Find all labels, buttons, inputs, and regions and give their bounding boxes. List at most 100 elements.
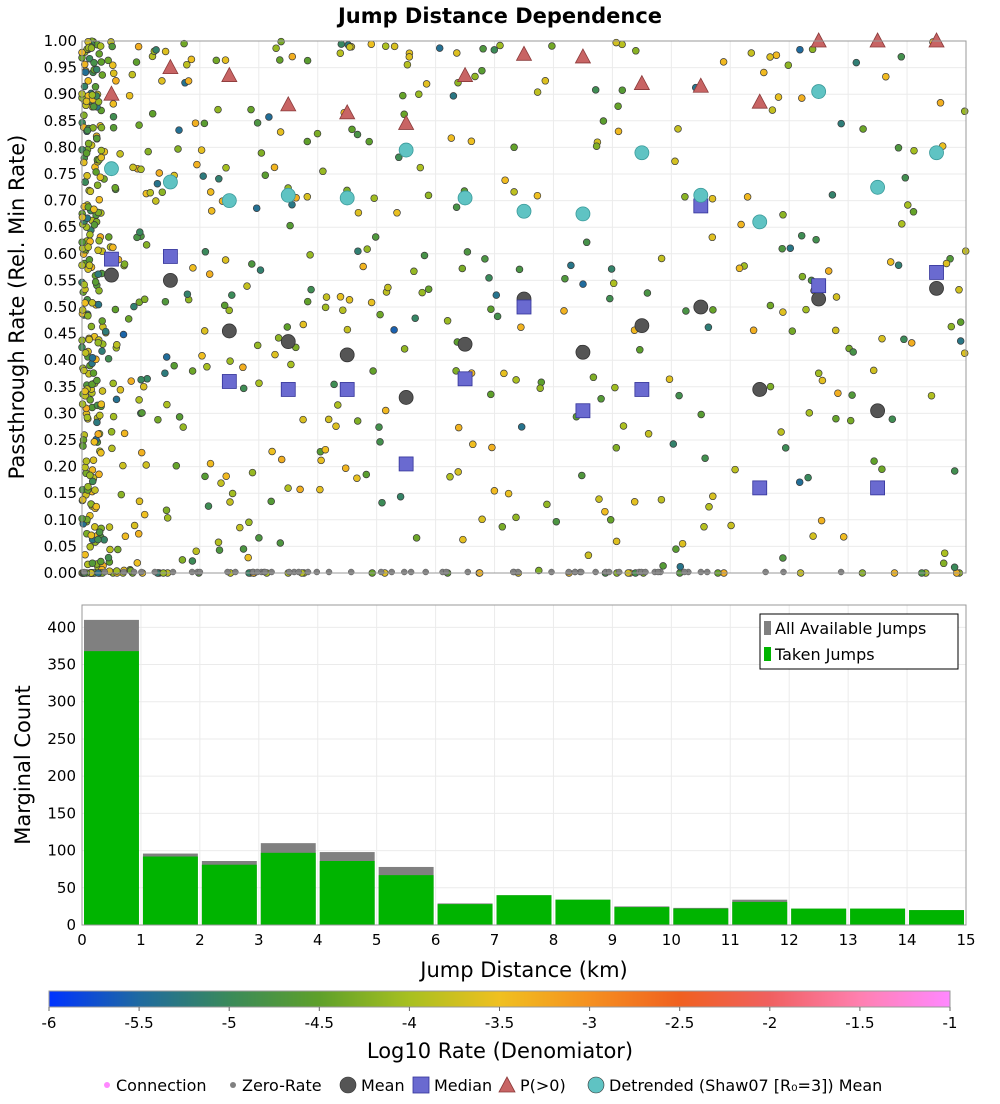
connection-point (140, 510, 149, 519)
connection-point (681, 193, 689, 201)
connection-point (535, 566, 543, 575)
connection-point (88, 91, 97, 99)
scatter-y-tick-label: 0.15 (44, 484, 77, 502)
connection-point (678, 539, 687, 548)
scatter-y-tick-label: 0.10 (44, 511, 77, 529)
histogram-y-tick-label: 200 (47, 767, 76, 785)
connection-point (321, 445, 330, 454)
legend-marker-circle (587, 1076, 605, 1094)
legend-swatch-all-available (764, 621, 771, 635)
connection-point (772, 51, 781, 59)
connection-point (478, 515, 486, 524)
connection-point (888, 415, 897, 423)
colorbar-tick-label: -5.5 (124, 1014, 153, 1032)
histogram-x-tick-label: 12 (780, 931, 799, 949)
connection-point (175, 126, 183, 134)
connection-point (228, 291, 236, 299)
connection-point (81, 178, 90, 186)
connection-point (163, 400, 171, 409)
connection-point (91, 83, 100, 91)
connection-point (139, 382, 148, 391)
connection-point (859, 125, 867, 133)
connection-point (909, 208, 918, 216)
connection-point (669, 440, 678, 448)
scatter-y-tick-label: 0.80 (44, 138, 77, 156)
zero-rate-point (615, 568, 623, 576)
connection-point (609, 279, 618, 288)
connection-point (276, 539, 285, 547)
connection-point (947, 322, 956, 331)
connection-point (812, 235, 820, 244)
legend-label: Zero-Rate (242, 1076, 322, 1095)
connection-point (493, 312, 502, 321)
connection-point (831, 326, 840, 335)
connection-point (343, 325, 352, 334)
connection-point (158, 77, 166, 85)
connection-point (128, 70, 137, 79)
connection-point (87, 322, 96, 331)
zero-rate-point (605, 568, 613, 576)
connection-point (114, 545, 122, 554)
connection-point (341, 464, 350, 472)
legend-label-all-available: All Available Jumps (775, 619, 926, 638)
connection-point (268, 447, 276, 456)
connection-point (384, 283, 392, 292)
bar-taken (496, 895, 552, 925)
connection-point (90, 438, 99, 446)
connection-point (749, 326, 758, 335)
connection-point (960, 107, 969, 116)
detrended-marker (811, 84, 827, 99)
connection-point (606, 516, 615, 524)
connection-point (324, 415, 333, 424)
connection-point (228, 489, 237, 498)
connection-point (704, 323, 713, 332)
connection-point (94, 246, 102, 255)
connection-point (548, 42, 556, 50)
connection-point (161, 369, 169, 377)
detrended-marker (870, 179, 885, 195)
connection-point (183, 60, 191, 69)
connection-point (84, 312, 92, 320)
histogram-plot-frame (81, 604, 967, 926)
connection-point (636, 346, 644, 354)
connection-point (435, 44, 444, 52)
connection-point (256, 266, 265, 274)
connection-point (619, 422, 628, 430)
connection-point (94, 535, 102, 544)
connection-point (84, 243, 92, 251)
scatter-y-tick-label: 0.65 (44, 218, 77, 236)
connection-point (781, 444, 790, 452)
scatter-y-tick-label: 1.00 (44, 32, 77, 50)
zero-rate-point (703, 568, 711, 576)
histogram-x-tick-label: 0 (77, 931, 87, 949)
mean-marker (752, 382, 768, 397)
connection-point (606, 294, 614, 303)
connection-point (415, 90, 423, 98)
connection-point (109, 100, 118, 108)
connection-point (348, 125, 356, 134)
zero-rate-point (377, 568, 385, 576)
connection-point (449, 92, 458, 100)
zero-rate-point (642, 568, 649, 576)
connection-point (93, 418, 101, 427)
connection-point (362, 470, 371, 479)
connection-point (189, 264, 197, 272)
connection-point (161, 47, 170, 56)
connection-point (956, 337, 965, 345)
legend-label: Detrended (Shaw07 [R₀=3]) Mean (609, 1076, 882, 1095)
connection-point (239, 363, 247, 372)
connection-point (81, 349, 90, 357)
connection-point (299, 320, 308, 329)
connection-point (92, 65, 101, 74)
connection-point (818, 376, 827, 385)
connection-point (747, 49, 756, 57)
connection-point (220, 301, 229, 310)
connection-point (533, 88, 542, 96)
connection-point (927, 391, 936, 400)
connection-point (206, 188, 215, 196)
detrended-marker (457, 190, 473, 206)
connection-point (674, 125, 682, 133)
connection-point (665, 375, 674, 383)
median-marker (280, 382, 296, 397)
zero-rate-point (188, 568, 196, 576)
